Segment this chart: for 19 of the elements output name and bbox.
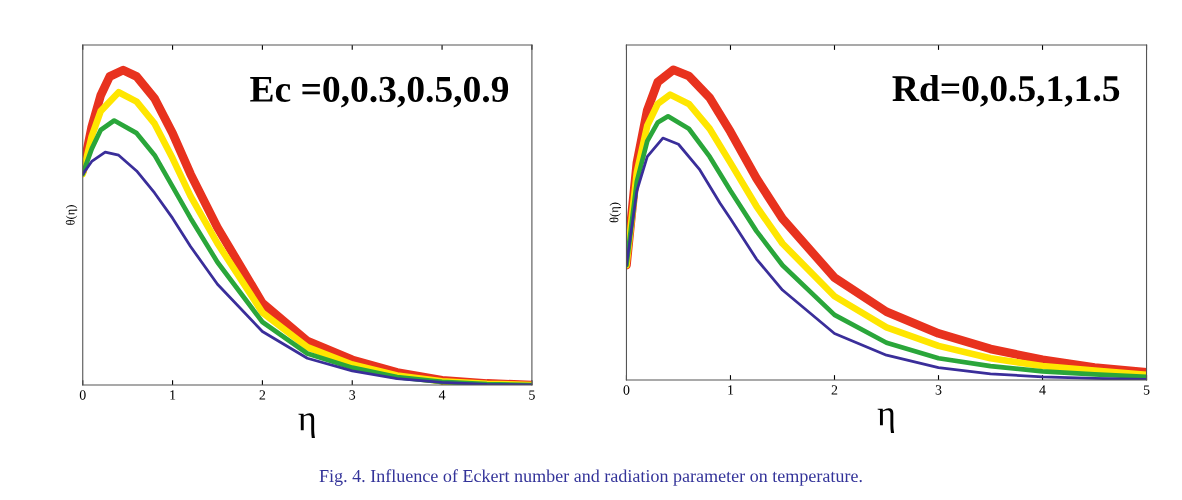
annotation: Rd=0,0.5,1,1.5 (892, 74, 1120, 107)
x-tick-label: 5 (529, 390, 535, 400)
x-tick-label: 4 (1039, 385, 1046, 395)
x-tick-label: 1 (728, 385, 734, 395)
x-tick-label: 5 (1143, 385, 1150, 395)
x-axis-title: η (298, 413, 315, 438)
x-tick-label: 0 (79, 390, 86, 400)
caption: Fig. 4. Influence of Eckert number and radiation parameter on temperature. (319, 469, 862, 486)
x-tick-label: 0 (623, 385, 630, 395)
y-axis-title: θ(η) (65, 205, 78, 225)
x-tick-label: 2 (259, 390, 266, 400)
x-tick-label: 4 (438, 390, 446, 400)
x-tick-label: 1 (170, 390, 176, 400)
x-tick-label: 3 (935, 385, 942, 395)
x-axis-title: η (877, 408, 895, 433)
annotation: Ec =0,0.3,0.5,0.9 (250, 76, 509, 108)
y-axis-title: θ(η) (609, 202, 621, 223)
x-tick-label: 2 (831, 385, 838, 395)
x-tick-label: 3 (349, 390, 356, 400)
